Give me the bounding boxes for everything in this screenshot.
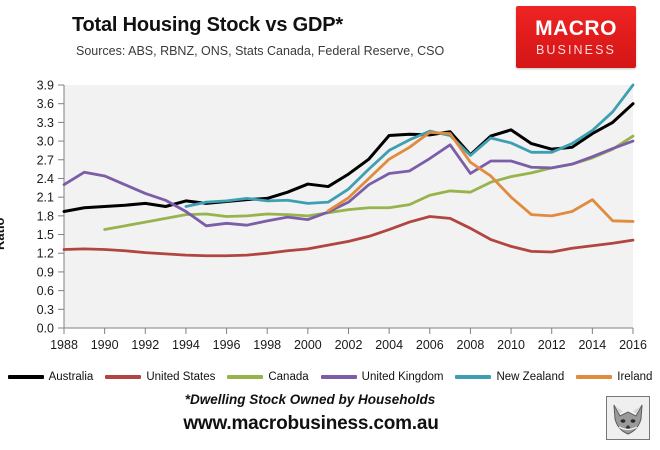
logo-text-business: BUSINESS [535, 42, 616, 57]
website-url: www.macrobusiness.com.au [183, 413, 439, 434]
x-tick-label: 1990 [91, 338, 119, 352]
legend-label: Ireland [617, 371, 653, 383]
y-tick-label: 0.6 [37, 284, 54, 298]
legend-swatch-icon [105, 375, 142, 379]
legend-label: New Zealand [496, 371, 565, 383]
y-tick-label: 3.6 [37, 97, 54, 111]
sources-note: Sources: ABS, RBNZ, ONS, Stats Canada, F… [76, 44, 445, 58]
x-tick-label: 2002 [335, 338, 363, 352]
logo-text-macro: MACRO [535, 16, 617, 40]
legend-label: Canada [268, 371, 309, 383]
legend-label: United States [146, 371, 216, 383]
data-series-group [62, 83, 635, 258]
legend-swatch-icon [455, 375, 492, 379]
plot-background [64, 85, 633, 328]
y-tick-label: 3.3 [37, 116, 54, 130]
x-tick-label: 1988 [50, 338, 78, 352]
x-tick-label: 2016 [619, 338, 647, 352]
y-tick-label: 2.1 [37, 191, 54, 205]
y-tick-label: 1.8 [37, 209, 54, 223]
x-tick-label: 2006 [416, 338, 444, 352]
x-tick-label: 2010 [497, 338, 525, 352]
y-tick-label: 2.4 [37, 172, 54, 186]
series-line-canada [103, 134, 635, 231]
y-axis-ticks: 0.0 0.3 0.6 0.9 1.2 1.5 1.8 2.1 2.4 2.7 3.0 3.3 3.6 3… [37, 79, 65, 336]
chart-legend: Australia United States Canada United Kingd… [0, 366, 660, 388]
legend-label: United Kingdom [361, 371, 444, 383]
line-chart: 0.0 0.3 0.6 0.9 1.2 1.5 1.8 2.1 2.4 2.7 3.0 3.3 3.6 3… [37, 79, 647, 353]
x-tick-label: 1992 [131, 338, 159, 352]
chart-header: Total Housing Stock vs GDP* Sources: ABS… [0, 0, 660, 72]
fox-head-icon [607, 397, 649, 439]
legend-item-australia[interactable]: Australia [7, 371, 94, 383]
legend-item-ireland[interactable]: Ireland [576, 371, 652, 383]
y-tick-label: 0.0 [37, 322, 54, 336]
legend-item-united-kingdom[interactable]: United Kingdom [320, 371, 444, 383]
x-tick-label: 2014 [578, 338, 606, 352]
macrobusiness-logo: MACRO BUSINESS [516, 6, 636, 68]
legend-item-new-zealand[interactable]: New Zealand [455, 371, 564, 383]
x-tick-label: 2004 [375, 338, 403, 352]
fox-mascot-icon [606, 396, 650, 440]
series-line-australia [62, 102, 635, 213]
footnote-text: *Dwelling Stock Owned by Households [184, 392, 436, 407]
legend-swatch-icon [7, 375, 44, 379]
x-axis-ticks: 1988 1990 1992 1994 1996 1998 2000 2002 2004 2006… [50, 328, 647, 352]
y-tick-label: 0.3 [37, 303, 54, 317]
y-tick-label: 1.5 [37, 228, 54, 242]
legend-swatch-icon [227, 375, 264, 379]
series-line-united-states [62, 215, 635, 258]
series-line-new-zealand [184, 83, 635, 208]
x-tick-label: 2012 [538, 338, 566, 352]
y-tick-label: 3.9 [37, 79, 54, 93]
x-tick-label: 2000 [294, 338, 322, 352]
legend-item-united-states[interactable]: United States [105, 371, 215, 383]
series-line-united-kingdom [62, 139, 635, 228]
y-tick-label: 3.0 [37, 135, 54, 149]
y-tick-label: 1.2 [37, 247, 54, 261]
x-tick-label: 2008 [457, 338, 485, 352]
x-tick-label: 1994 [172, 338, 200, 352]
x-tick-label: 1996 [213, 338, 241, 352]
legend-swatch-icon [320, 375, 357, 379]
legend-label: Australia [48, 371, 94, 383]
x-tick-label: 1998 [253, 338, 281, 352]
y-tick-label: 0.9 [37, 265, 54, 279]
chart-footer: *Dwelling Stock Owned by Households www.… [0, 390, 660, 450]
series-line-ireland [326, 130, 635, 223]
chart-plot-area: Ratio 0.0 0.3 0.6 0.9 1.2 1.5 1.8 2.1 2.4 2.7 3.0 3… [0, 72, 660, 362]
legend-swatch-icon [576, 375, 613, 379]
page-title: Total Housing Stock vs GDP* [72, 14, 343, 36]
y-tick-label: 2.7 [37, 153, 54, 167]
legend-item-canada[interactable]: Canada [227, 371, 309, 383]
